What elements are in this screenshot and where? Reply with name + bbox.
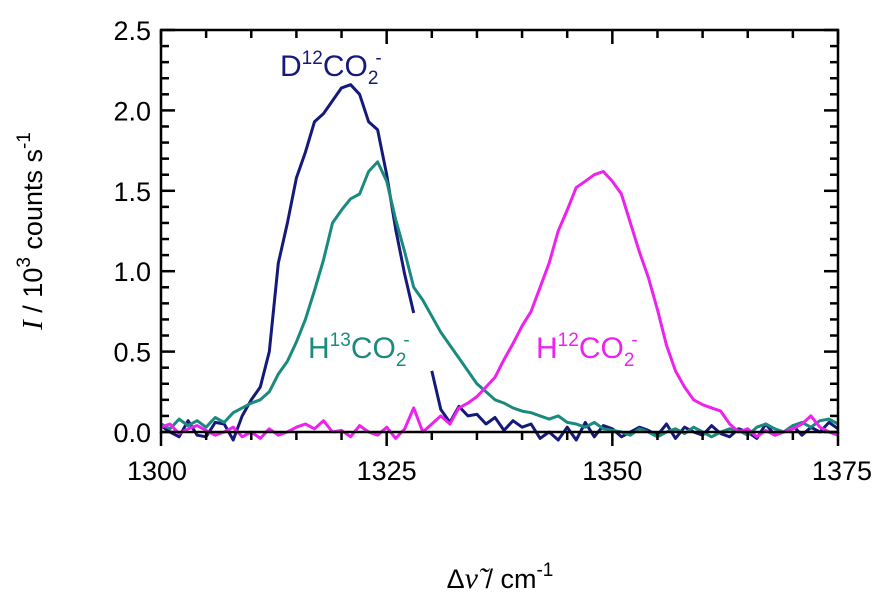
y-axis-mid: counts s — [18, 149, 48, 257]
series-line-0-segment-0 — [160, 83, 416, 442]
series-label-charge: - — [375, 48, 381, 69]
series-label-mid: CO — [579, 332, 624, 365]
series-label-iso: 13 — [330, 330, 351, 351]
series-label-d12co2: D12CO2- — [280, 48, 382, 89]
y-axis-sup1: 3 — [14, 257, 35, 268]
y-tick-label: 1.5 — [113, 177, 151, 207]
series-label-h12co2: H12CO2- — [536, 330, 638, 371]
y-tick-label: 0.5 — [113, 338, 151, 368]
plot-frame — [159, 28, 840, 434]
series-label-base: H — [536, 332, 558, 365]
x-tick-label: 1375 — [812, 456, 872, 486]
series-label-mid: CO — [351, 332, 396, 365]
series-label-base: D — [280, 50, 302, 83]
series-label-charge: - — [631, 330, 637, 351]
x-axis-label: Δν̃ / cm-1 — [447, 560, 554, 594]
y-axis-label: I / 103 counts s-1 — [14, 132, 49, 331]
series-label-mid: CO — [323, 50, 368, 83]
ticks-layer: 1300 1325 1350 1375 0.0 0.5 1.0 1.5 2.0 2.5 — [113, 16, 872, 486]
x-tick-label: 1300 — [127, 456, 187, 486]
series-label-sub: 2 — [396, 350, 407, 371]
series-label-sub: 2 — [368, 68, 379, 89]
x-axis-unit-sup: -1 — [536, 560, 553, 581]
x-axis-prefix: Δ — [447, 564, 465, 594]
series-label-iso: 12 — [302, 48, 323, 69]
x-tick-label: 1350 — [582, 456, 642, 486]
series-label-iso: 12 — [558, 330, 579, 351]
y-tick-label: 0.0 — [113, 418, 151, 448]
y-axis-sup2: -1 — [14, 132, 35, 149]
series-line-0-segment-1 — [430, 370, 839, 442]
y-tick-label: 2.5 — [113, 16, 151, 46]
series-label-base: H — [308, 332, 330, 365]
y-tick-label: 1.0 — [113, 257, 151, 287]
y-axis-symbol: I — [17, 319, 49, 331]
series-label-charge: - — [403, 330, 409, 351]
y-axis-pre: / 10 — [18, 268, 48, 321]
series-label-h13co2: H13CO2- — [308, 330, 410, 371]
x-axis-unit: / cm — [478, 564, 537, 594]
series-layer — [160, 83, 839, 442]
y-tick-label: 2.0 — [113, 96, 151, 126]
series-label-sub: 2 — [624, 350, 635, 371]
x-tick-label: 1325 — [357, 456, 417, 486]
series-line-1-segment-0 — [160, 160, 839, 439]
